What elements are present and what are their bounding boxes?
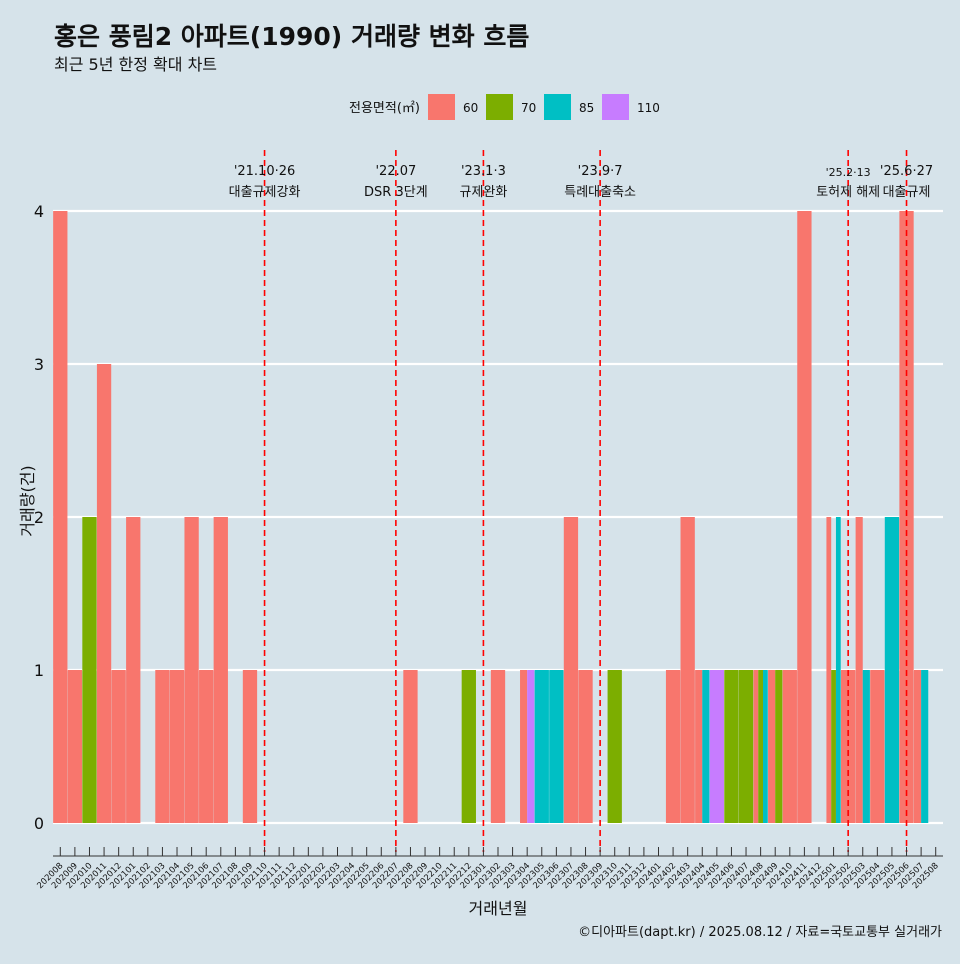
bar-202503-85 [862, 670, 870, 823]
bar-202008-60 [53, 211, 68, 823]
y-tick-label-1: 1 [34, 661, 44, 680]
legend-swatch-85 [544, 94, 571, 120]
bar-202408-70 [758, 670, 764, 823]
bar-202501-70 [831, 670, 836, 823]
bar-202403-60 [680, 517, 695, 823]
y-tick-label-4: 4 [34, 202, 44, 221]
legend-title: 전용면적(㎡) [349, 101, 420, 116]
bar-202208-60 [403, 670, 418, 823]
y-tick-label-0: 0 [34, 814, 44, 833]
bar-202212-70 [461, 670, 476, 823]
bar-202105-60 [184, 517, 199, 823]
bar-202106-60 [199, 670, 214, 823]
event-date-5: '25.6·27 [880, 164, 933, 179]
bar-202505-85 [884, 517, 900, 823]
bar-202302-60 [490, 670, 506, 823]
legend-label-60: 60 [463, 101, 478, 115]
bar-202009-60 [67, 670, 83, 823]
bars [53, 211, 929, 823]
x-axis-label: 거래년월 [469, 899, 528, 918]
bar-202503-60 [855, 517, 863, 823]
chart-title: 홍은 풍림2 아파트(1990) 거래량 변화 흐름 [54, 22, 529, 51]
bar-202504-60 [870, 670, 885, 823]
event-date-1: '22.07 [375, 164, 416, 179]
bar-202010-70 [82, 517, 97, 823]
chart-caption: ©디아파트(dapt.kr) / 2025.08.12 / 자료=국토교통부 실… [578, 925, 942, 940]
legend-label-110: 110 [637, 101, 660, 115]
bar-202501-60 [826, 517, 832, 823]
bar-202502-60 [841, 670, 856, 823]
chart-subtitle: 최근 5년 한정 확대 차트 [54, 55, 217, 74]
bar-202306-85 [549, 670, 564, 823]
bar-202107-60 [213, 517, 228, 823]
bar-202409-70 [775, 670, 783, 823]
bar-202405-110 [709, 670, 725, 823]
bar-202408-60 [753, 670, 759, 823]
legend-swatch-110 [602, 94, 629, 120]
bar-202407-70 [738, 670, 754, 823]
bar-202507-85 [921, 670, 929, 823]
bar-202101-60 [126, 517, 141, 823]
bar-202507-60 [913, 670, 922, 823]
bar-202410-60 [782, 670, 797, 823]
event-label-0: 대출규제강화 [229, 185, 301, 200]
bar-202406-70 [724, 670, 739, 823]
bar-202310-70 [607, 670, 622, 823]
legend-swatch-60 [428, 94, 455, 120]
event-date-2: '23.1·3 [461, 164, 506, 179]
y-tick-label-3: 3 [34, 355, 44, 374]
event-label-1: DSR 3단계 [364, 185, 428, 200]
bar-202109-60 [242, 670, 258, 823]
bar-202408-85 [763, 670, 768, 823]
bar-202307-60 [563, 517, 579, 823]
y-axis: 0 1 2 3 4 [34, 202, 44, 833]
bar-202104-60 [169, 670, 185, 823]
bar-202103-60 [155, 670, 170, 823]
legend: 60 70 85 110 [428, 94, 660, 120]
bar-202308-60 [578, 670, 593, 823]
event-label-5: 대출규제 [883, 185, 931, 200]
event-date-0: '21.10·26 [234, 164, 295, 179]
bar-202304-110 [527, 670, 535, 823]
event-label-2: 규제완화 [459, 185, 507, 200]
bar-202012-60 [111, 670, 126, 823]
bar-202304-60 [520, 670, 528, 823]
bar-202501-85 [835, 517, 841, 823]
bar-202404-60 [695, 670, 703, 823]
bar-202404-85 [702, 670, 710, 823]
bar-202409-60 [768, 670, 776, 823]
legend-label-85: 85 [579, 101, 594, 115]
event-label-4: 토허제 해제 [816, 185, 880, 200]
bar-202411-60 [797, 211, 812, 823]
bar-202305-85 [534, 670, 549, 823]
event-date-3: '23.9·7 [578, 164, 623, 179]
x-axis: 2020082020092020102020112020122021012021… [35, 847, 943, 891]
y-tick-label-2: 2 [34, 508, 44, 527]
bar-202402-60 [665, 670, 681, 823]
legend-swatch-70 [486, 94, 513, 120]
legend-label-70: 70 [521, 101, 536, 115]
bar-202506-60 [899, 211, 914, 823]
y-axis-label: 거래량(건) [18, 465, 37, 536]
event-label-3: 특례대출축소 [564, 185, 636, 200]
event-date-4: '25.2·13 [826, 166, 871, 179]
event-lines: '21.10·26 대출규제강화 '22.07 DSR 3단계 '23.1·3 규제완화 '… [229, 150, 933, 852]
bar-202011-60 [96, 364, 112, 823]
